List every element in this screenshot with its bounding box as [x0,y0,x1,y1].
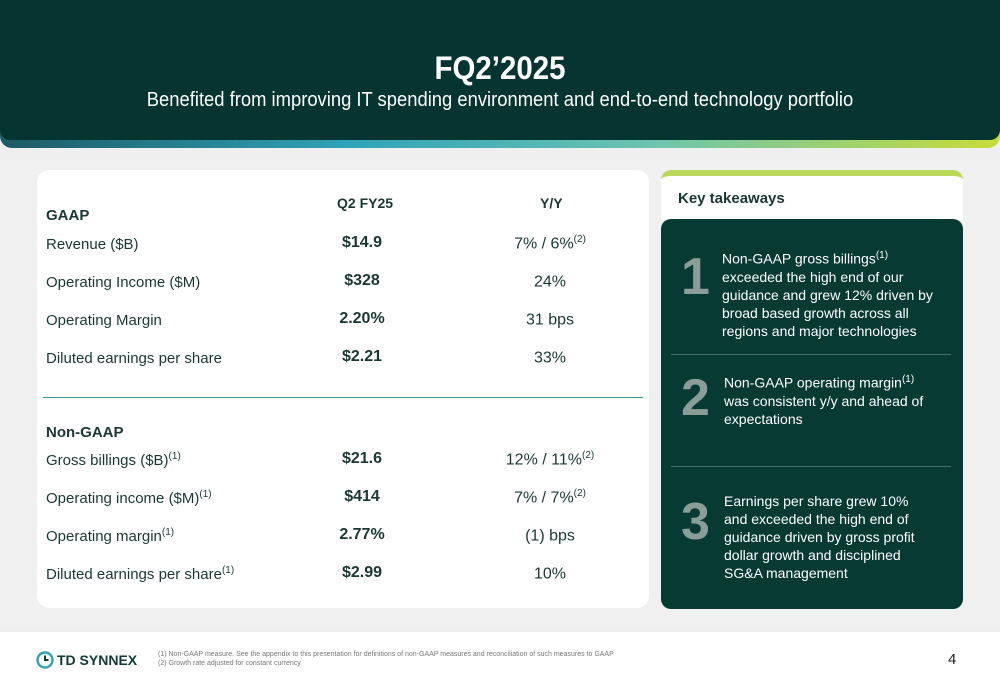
gaap-row-value: $14.9 [341,234,383,251]
nongaap-section-label: Non-GAAP [46,424,124,441]
slide-title: FQ2’2025 [434,50,566,86]
page-number: 4 [948,651,957,668]
nongaap-row-value: $2.99 [341,564,383,581]
key-takeaways-panel [661,219,963,609]
takeaway-number-3: 3 [681,493,710,551]
gaap-row-value: 2.20% [339,310,385,327]
slide-subtitle: Benefited from improving IT spending env… [146,89,854,111]
nongaap-row-label: Operating margin(1) [46,527,175,545]
takeaway-separator [671,466,951,467]
nongaap-row-label: Gross billings ($B)(1) [46,451,181,469]
gaap-row-yy: 7% / 6%(2) [514,234,586,253]
slide-header: FQ2’2025 Benefited from improving IT spe… [0,0,1000,140]
footnote-2: (2) Growth rate adjusted for constant cu… [158,660,301,667]
nongaap-row-yy: (1) bps [525,527,575,545]
gaap-row-label: Diluted earnings per share [46,350,222,367]
company-logo-text: TD SYNNEX [57,652,138,668]
nongaap-row-label: Operating income ($M)(1) [46,489,212,507]
nongaap-row-yy: 7% / 7%(2) [514,488,586,507]
column-header-q2: Q2 FY25 [337,195,394,211]
gaap-section-label: GAAP [46,207,90,224]
nongaap-row-value: $21.6 [341,450,383,467]
gaap-row-yy: 31 bps [525,311,575,329]
footnote-1: (1) Non-GAAP measure. See the appendix t… [158,651,614,658]
gaap-row-value: $328 [344,272,380,289]
gaap-row-yy: 24% [533,273,567,291]
gaap-row-label: Operating Margin [46,312,162,329]
key-takeaways-tab [661,170,963,220]
column-header-yy: Y/Y [540,195,563,211]
slide-footer [0,632,1000,685]
takeaway-number-1: 1 [681,248,710,306]
gaap-row-label: Revenue ($B) [46,236,139,253]
nongaap-row-value: 2.77% [339,526,385,543]
nongaap-row-yy: 10% [533,565,567,583]
takeaway-text-2: Non-GAAP operating margin(1) was consist… [724,374,924,427]
financials-table-card [37,170,649,608]
gaap-row-value: $2.21 [341,348,383,365]
nongaap-row-yy: 12% / 11%(2) [505,450,595,469]
section-divider [43,397,643,398]
gaap-row-yy: 33% [533,349,567,367]
takeaway-number-2: 2 [681,369,710,427]
key-takeaways-title: Key takeaways [678,190,785,207]
takeaway-text-3: Earnings per share grew 10% and exceeded… [724,493,915,581]
td-synnex-logo-icon [36,651,54,669]
nongaap-row-value: $414 [344,488,380,505]
takeaway-separator [671,354,951,355]
nongaap-row-label: Diluted earnings per share(1) [46,565,235,583]
gaap-row-label: Operating Income ($M) [46,274,201,291]
takeaway-text-1: Non-GAAP gross billings(1) exceeded the … [722,250,933,339]
